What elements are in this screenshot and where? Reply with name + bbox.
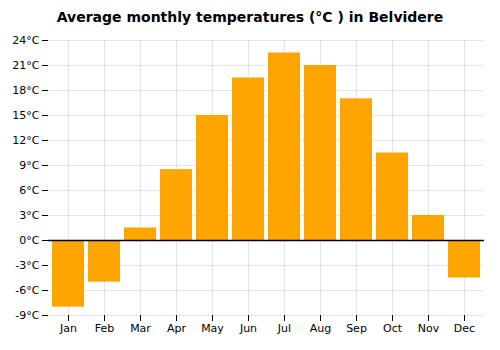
svg-text:-3°C: -3°C bbox=[15, 259, 39, 272]
svg-text:Aug: Aug bbox=[310, 322, 331, 335]
svg-text:12°C: 12°C bbox=[12, 134, 39, 147]
svg-text:Mar: Mar bbox=[130, 322, 151, 335]
svg-text:Jan: Jan bbox=[59, 322, 77, 335]
svg-text:-9°C: -9°C bbox=[15, 309, 39, 322]
svg-text:Nov: Nov bbox=[418, 322, 440, 335]
svg-text:3°C: 3°C bbox=[19, 209, 39, 222]
svg-text:May: May bbox=[201, 322, 224, 335]
svg-text:-6°C: -6°C bbox=[15, 284, 39, 297]
svg-text:24°C: 24°C bbox=[12, 34, 39, 47]
svg-text:21°C: 21°C bbox=[12, 59, 39, 72]
svg-text:9°C: 9°C bbox=[19, 159, 39, 172]
svg-text:0°C: 0°C bbox=[19, 234, 39, 247]
svg-text:Dec: Dec bbox=[454, 322, 475, 335]
svg-text:Sep: Sep bbox=[346, 322, 367, 335]
svg-text:Apr: Apr bbox=[167, 322, 187, 335]
html-text:Average monthly temperatures (: Average monthly temperatures (°C ) in Be… bbox=[56, 9, 444, 25]
svg-text:15°C: 15°C bbox=[12, 109, 39, 122]
svg-text:Jul: Jul bbox=[277, 322, 291, 335]
svg-text:6°C: 6°C bbox=[19, 184, 39, 197]
svg-text:18°C: 18°C bbox=[12, 84, 39, 97]
svg-text:Feb: Feb bbox=[95, 322, 114, 335]
svg-text:Oct: Oct bbox=[383, 322, 403, 335]
svg-text:Jun: Jun bbox=[239, 322, 257, 335]
